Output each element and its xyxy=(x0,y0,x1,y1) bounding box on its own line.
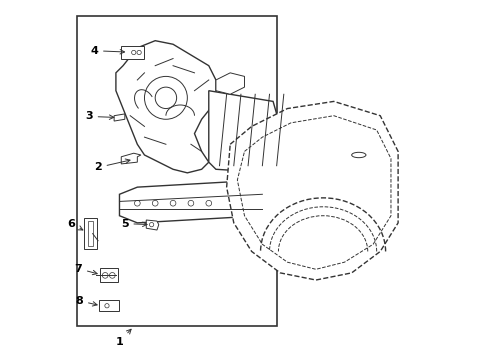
Ellipse shape xyxy=(351,152,365,158)
Circle shape xyxy=(170,201,176,206)
Polygon shape xyxy=(100,267,118,282)
Circle shape xyxy=(188,201,193,206)
Circle shape xyxy=(109,273,115,278)
FancyBboxPatch shape xyxy=(84,218,97,249)
Text: 8: 8 xyxy=(75,296,97,306)
Circle shape xyxy=(152,201,158,206)
Circle shape xyxy=(149,222,153,227)
Circle shape xyxy=(205,201,211,206)
Polygon shape xyxy=(114,114,124,121)
Polygon shape xyxy=(208,91,280,173)
Circle shape xyxy=(137,50,141,55)
FancyBboxPatch shape xyxy=(121,46,144,59)
Circle shape xyxy=(102,273,108,278)
Polygon shape xyxy=(119,180,269,223)
Circle shape xyxy=(131,50,136,55)
FancyBboxPatch shape xyxy=(99,300,119,311)
Polygon shape xyxy=(226,102,397,280)
Text: 5: 5 xyxy=(121,219,147,229)
Text: 4: 4 xyxy=(90,46,124,56)
Polygon shape xyxy=(121,153,141,164)
Circle shape xyxy=(144,76,187,119)
Circle shape xyxy=(134,201,140,206)
Text: 3: 3 xyxy=(85,111,114,121)
Text: 1: 1 xyxy=(115,329,131,347)
Circle shape xyxy=(104,303,109,308)
Polygon shape xyxy=(216,73,244,94)
Text: 6: 6 xyxy=(67,219,82,230)
Text: 7: 7 xyxy=(74,264,97,275)
Text: 2: 2 xyxy=(94,159,130,172)
Polygon shape xyxy=(146,220,159,230)
Polygon shape xyxy=(116,41,216,173)
Circle shape xyxy=(155,87,176,109)
